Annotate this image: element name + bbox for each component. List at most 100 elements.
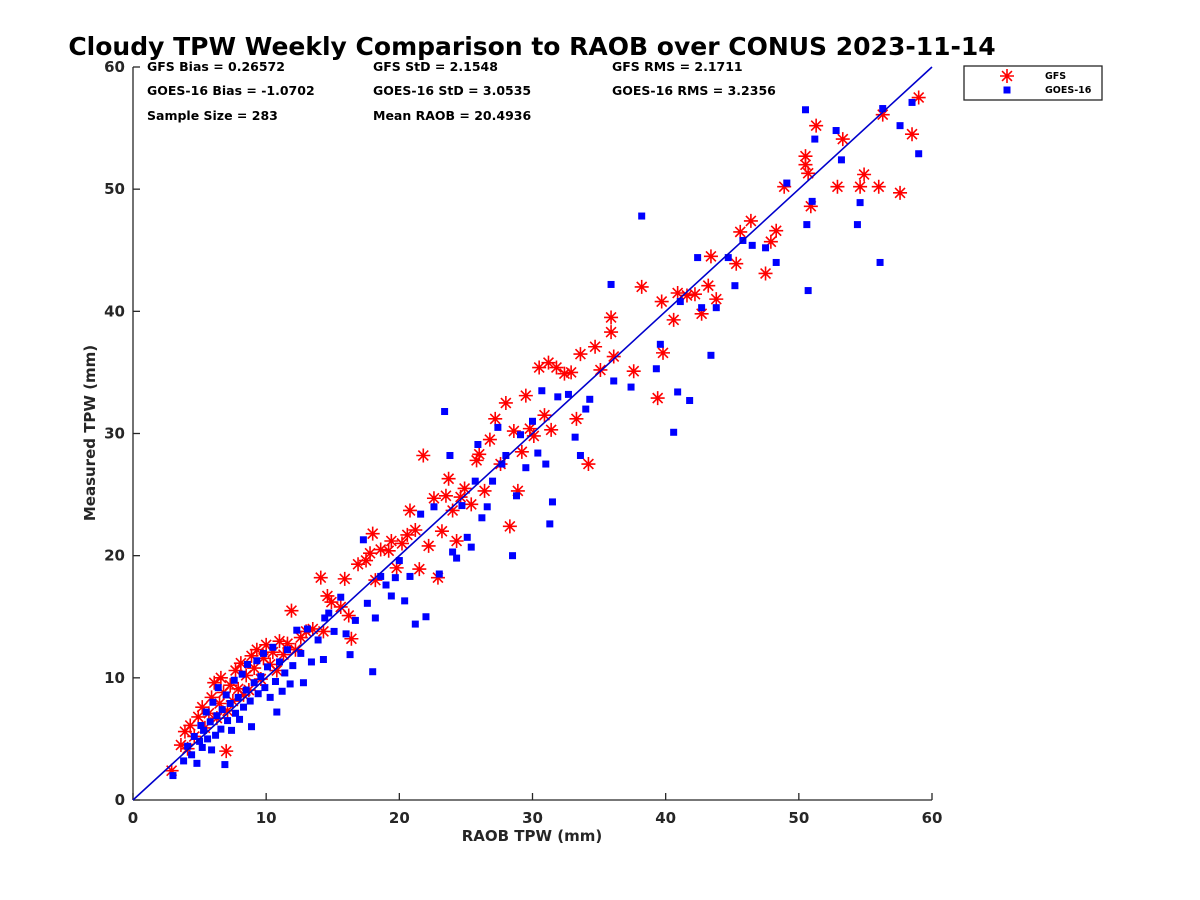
gfs-point (363, 546, 378, 561)
goes-point (638, 212, 646, 220)
goes-point (724, 254, 732, 262)
goes-point (832, 127, 840, 135)
goes-point (253, 657, 261, 665)
gfs-point (400, 527, 415, 542)
gfs-point (233, 656, 248, 671)
goes-point (228, 726, 236, 734)
gfs-point (549, 360, 564, 375)
gfs-point (416, 448, 431, 463)
gfs-point (341, 608, 356, 623)
gfs-point (604, 325, 619, 340)
goes-point (652, 365, 660, 373)
gfs-point (412, 562, 427, 577)
gfs-point (893, 185, 908, 200)
goes-point (359, 536, 367, 544)
gfs-point (871, 179, 886, 194)
gfs-point (381, 543, 396, 558)
goes-point (564, 390, 572, 398)
goes-point (395, 557, 403, 565)
goes-point (232, 709, 240, 717)
goes-point (269, 643, 277, 651)
goes-point (627, 383, 635, 391)
goes-point (896, 122, 904, 130)
goes-point (283, 646, 291, 654)
goes-point (273, 708, 281, 716)
gfs-point (703, 249, 718, 264)
gfs-point (438, 488, 453, 503)
data-marks (164, 90, 926, 780)
gfs-point (337, 571, 352, 586)
gfs-point (195, 700, 210, 715)
goes-point (230, 676, 238, 684)
goes-point (342, 630, 350, 638)
goes-point (297, 649, 305, 657)
x-tick-label: 10 (256, 809, 277, 827)
goes-point (676, 298, 684, 306)
goes-point (213, 712, 221, 720)
gfs-point (239, 668, 254, 683)
goes-point (542, 460, 550, 468)
goes-point (762, 244, 770, 252)
gfs-point (687, 287, 702, 302)
gfs-point (581, 457, 596, 472)
gfs-point (905, 127, 920, 142)
gfs-point (394, 536, 409, 551)
one-to-one-line (132, 66, 933, 801)
goes-point (346, 651, 354, 659)
goes-point (698, 304, 706, 312)
gfs-point (537, 408, 552, 423)
goes-point (257, 673, 265, 681)
goes-point (772, 258, 780, 266)
legend-gfs-asterisk (1000, 69, 1014, 83)
gfs-rms-text: GFS RMS = 2.1711 (612, 59, 743, 74)
gfs-point (514, 444, 529, 459)
gfs-point (733, 224, 748, 239)
goes-point (430, 503, 438, 511)
goes-point (263, 663, 271, 671)
gfs-point (532, 360, 547, 375)
gfs-point (293, 630, 308, 645)
gfs-point (272, 634, 287, 649)
y-tick-label: 30 (104, 425, 125, 443)
gfs-point (506, 424, 521, 439)
goes-point (483, 503, 491, 511)
gfs-point (173, 738, 188, 753)
goes-point (674, 388, 682, 396)
goes-point (546, 520, 554, 528)
goes-point (449, 548, 457, 556)
gfs-point (604, 310, 619, 325)
goes-point (382, 581, 390, 589)
gfs-point (247, 661, 262, 676)
goes-point (278, 687, 286, 695)
goes-point (289, 662, 297, 670)
gfs-point (441, 471, 456, 486)
gfs-point (389, 560, 404, 575)
gfs-point (573, 347, 588, 362)
gfs-point (564, 365, 579, 380)
goes-point (513, 492, 521, 500)
goes-point (808, 197, 816, 205)
goes-point (197, 721, 205, 729)
gfs-point (445, 503, 460, 518)
y-tick-label: 0 (115, 791, 125, 809)
y-axis-label: Measured TPW (mm) (81, 345, 99, 521)
gfs-point (569, 411, 584, 426)
goes-point (209, 698, 217, 706)
gfs-point (809, 118, 824, 133)
gfs-point (368, 573, 383, 588)
x-tick-label: 0 (128, 809, 138, 827)
goes-point (422, 613, 430, 621)
gfs-point (426, 491, 441, 506)
gfs-point (333, 599, 348, 614)
goes-point (387, 592, 395, 600)
goes-point (303, 625, 311, 633)
gfs-point (359, 553, 374, 568)
goes-point (321, 614, 329, 622)
gfs-point (656, 345, 671, 360)
gfs-point (798, 157, 813, 172)
gfs-point (256, 651, 271, 666)
gfs-point (288, 642, 303, 657)
goes-point (250, 679, 258, 687)
goes-point (236, 715, 244, 723)
goes-point (879, 105, 887, 113)
